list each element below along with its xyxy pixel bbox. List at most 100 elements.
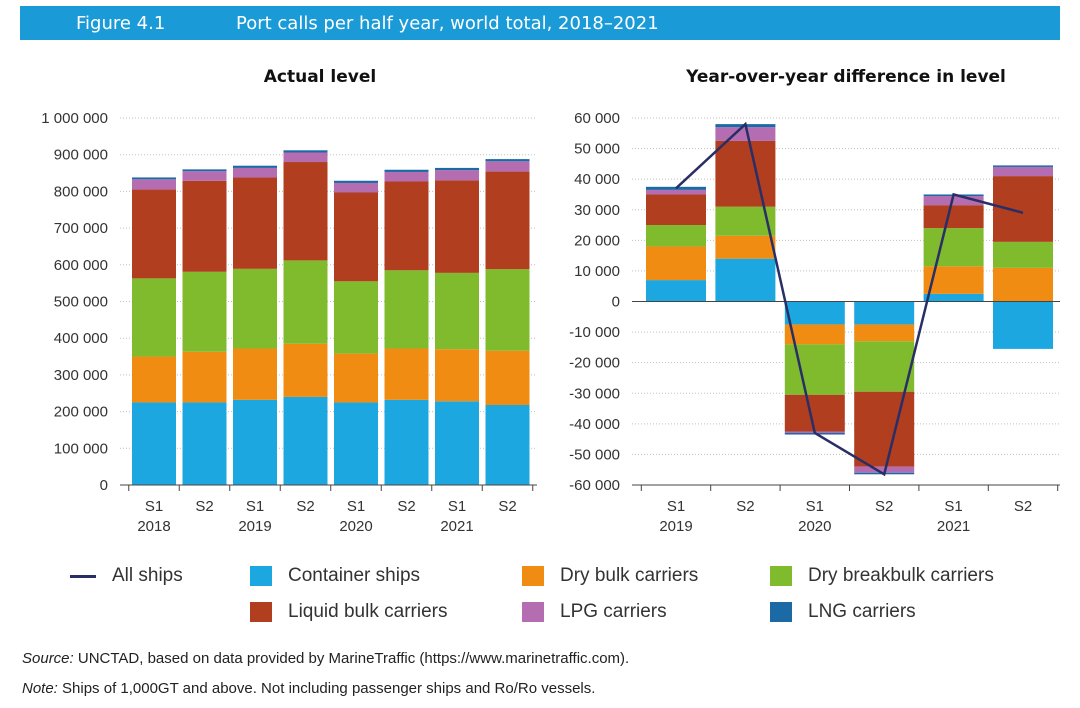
year-label: 2020 bbox=[339, 518, 372, 535]
bar-segment-container bbox=[715, 258, 776, 302]
year-label: 2021 bbox=[440, 518, 473, 535]
bar-segment-lng bbox=[435, 167, 479, 171]
bar-segment-dry-bulk bbox=[182, 351, 227, 403]
legend-item-lpg: LPG carriers bbox=[522, 601, 667, 623]
chart-title: Actual level bbox=[264, 67, 376, 87]
bar-segment-liquid-bulk bbox=[132, 189, 176, 279]
bar-segment-dry-bulk bbox=[854, 324, 915, 342]
legend-color-swatch bbox=[522, 566, 544, 586]
y-tick-label: -40 000 bbox=[569, 416, 620, 433]
legend-label: All ships bbox=[112, 565, 183, 586]
actual-level-chart: Actual level 0 100 000 200 000 300 000 400 00… bbox=[41, 67, 537, 535]
figure-header: Figure 4.1 Port calls per half year, wor… bbox=[20, 6, 1060, 40]
bar-segment-liquid-bulk bbox=[182, 180, 227, 272]
x-tick-label: S1 bbox=[246, 498, 264, 515]
bar-segment-lpg bbox=[485, 161, 530, 172]
y-tick-label: -20 000 bbox=[569, 355, 620, 372]
bar-segment-container bbox=[132, 402, 176, 485]
y-tick-label: -10 000 bbox=[569, 324, 620, 341]
figure-title: Port calls per half year, world total, 2… bbox=[236, 12, 659, 34]
bar-segment-liquid-bulk bbox=[384, 181, 429, 271]
legend-line-swatch bbox=[70, 574, 96, 578]
y-tick-label: -60 000 bbox=[569, 477, 620, 494]
bar-segment-dry-bulk bbox=[784, 324, 845, 345]
bar-segment-lng bbox=[646, 186, 706, 190]
bar-segment-liquid-bulk bbox=[233, 177, 277, 269]
x-tick-label: S2 bbox=[498, 498, 516, 515]
chart-title: Year-over-year difference in level bbox=[685, 67, 1006, 87]
y-tick-label: -30 000 bbox=[569, 385, 620, 402]
bar-segment-container bbox=[485, 404, 530, 485]
legend-label: LPG carriers bbox=[560, 601, 667, 622]
legend-item-liquid-bulk: Liquid bulk carriers bbox=[250, 601, 447, 623]
bar-segment-dry-breakbulk bbox=[646, 225, 706, 247]
bar-segment-container bbox=[993, 301, 1053, 349]
bar-segment-liquid-bulk bbox=[854, 391, 915, 467]
source-note: Source: UNCTAD, based on data provided b… bbox=[22, 650, 629, 667]
charts-canvas: Actual level 0 100 000 200 000 300 000 400 00… bbox=[41, 67, 1060, 535]
bar-segment-container bbox=[435, 401, 479, 485]
bar-segment-lpg bbox=[993, 166, 1053, 177]
x-tick-label: S1 bbox=[944, 498, 962, 515]
bar-segment-liquid-bulk bbox=[784, 394, 845, 432]
bar-segment-dry-breakbulk bbox=[784, 344, 845, 395]
bar-segment-dry-breakbulk bbox=[384, 270, 429, 349]
all-ships-line bbox=[675, 121, 1024, 477]
legend-label: Liquid bulk carriers bbox=[288, 601, 448, 622]
bar-segment-lng bbox=[132, 177, 176, 180]
x-tick-label: S2 bbox=[736, 498, 754, 515]
bar-segment-lng bbox=[283, 150, 328, 153]
year-label: 2019 bbox=[659, 518, 692, 535]
x-tick-label: S2 bbox=[195, 498, 213, 515]
year-label: 2018 bbox=[137, 518, 170, 535]
y-tick-label: 1 000 000 bbox=[41, 110, 108, 127]
x-tick-label: S1 bbox=[347, 498, 365, 515]
y-tick-label: 700 000 bbox=[54, 220, 108, 237]
bar-segment-dry-bulk bbox=[132, 356, 176, 403]
bar-segment-container bbox=[784, 301, 845, 325]
legend-color-swatch bbox=[250, 566, 272, 586]
figure-label: Figure 4.1 bbox=[76, 12, 166, 34]
bar-segment-lng bbox=[384, 169, 429, 172]
y-tick-label: 0 bbox=[612, 294, 620, 311]
bar-segment-dry-breakbulk bbox=[334, 281, 378, 354]
bar-segment-dry-breakbulk bbox=[283, 260, 328, 344]
y-tick-label: 20 000 bbox=[574, 232, 620, 249]
y-tick-label: 300 000 bbox=[54, 367, 108, 384]
x-tick-label: S2 bbox=[296, 498, 314, 515]
y-tick-label: 200 000 bbox=[54, 404, 108, 421]
bar-segment-lpg bbox=[182, 171, 227, 181]
bar-segment-container bbox=[646, 280, 706, 302]
y-tick-label: 50 000 bbox=[574, 141, 620, 158]
y-tick-label: 60 000 bbox=[574, 110, 620, 127]
year-label: 2019 bbox=[238, 518, 271, 535]
legend-item-dry-bulk: Dry bulk carriers bbox=[522, 565, 698, 587]
bar-segment-liquid-bulk bbox=[435, 180, 479, 273]
bar-segment-dry-bulk bbox=[283, 343, 328, 397]
y-tick-label: 100 000 bbox=[54, 440, 108, 457]
bar-segment-lng bbox=[334, 180, 378, 183]
legend-item-dry-breakbulk: Dry breakbulk carriers bbox=[770, 565, 994, 587]
source-label: Source: bbox=[22, 650, 74, 667]
y-tick-label: 500 000 bbox=[54, 294, 108, 311]
bar-segment-liquid-bulk bbox=[334, 192, 378, 282]
bar-segment-dry-breakbulk bbox=[993, 241, 1053, 268]
note-text-line: Note: Ships of 1,000GT and above. Not in… bbox=[22, 680, 595, 697]
bar-segment-dry-breakbulk bbox=[435, 272, 479, 350]
bar-segment-lng bbox=[233, 165, 277, 168]
legend-label: Dry bulk carriers bbox=[560, 565, 699, 586]
x-tick-label: S2 bbox=[1014, 498, 1032, 515]
bar-segment-lpg bbox=[233, 167, 277, 178]
legend-item-all-ships: All ships bbox=[70, 565, 183, 587]
bar-segment-lng bbox=[182, 169, 227, 172]
year-label: 2021 bbox=[937, 518, 970, 535]
x-tick-label: S1 bbox=[145, 498, 163, 515]
bar-segment-liquid-bulk bbox=[485, 171, 530, 270]
bar-segment-container bbox=[384, 399, 429, 485]
bar-segment-liquid-bulk bbox=[923, 205, 984, 229]
x-tick-label: S2 bbox=[397, 498, 415, 515]
legend-label: LNG carriers bbox=[808, 601, 916, 622]
legend-color-swatch bbox=[522, 602, 544, 622]
source-text: UNCTAD, based on data provided by Marine… bbox=[77, 650, 630, 667]
bar-segment-dry-bulk bbox=[233, 348, 277, 400]
